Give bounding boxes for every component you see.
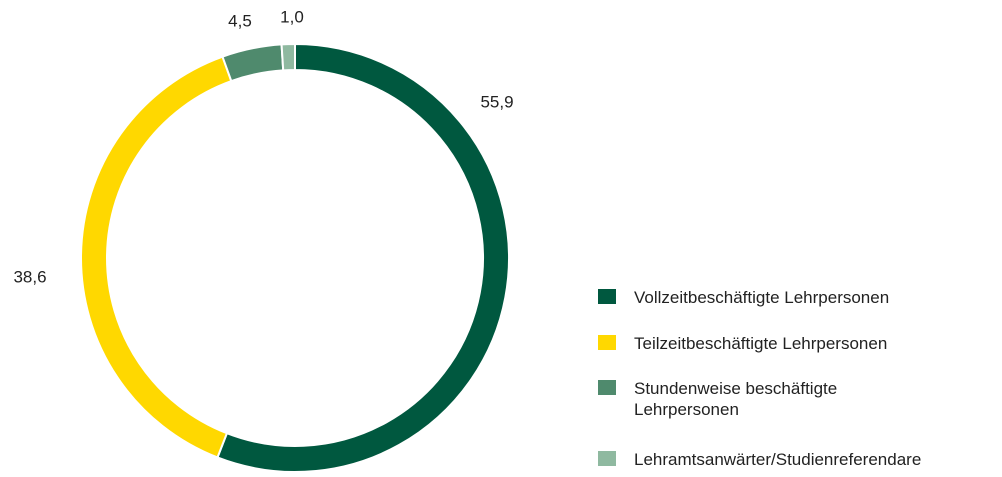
legend-item: Stundenweise beschäftigte Lehrpersonen xyxy=(598,378,998,420)
donut-segment xyxy=(280,42,296,72)
legend-label: Lehramtsanwärter/Studienreferendare xyxy=(634,450,922,469)
data-label: 4,5 xyxy=(228,11,252,30)
legend-item: Teilzeitbeschäftigte Lehrpersonen xyxy=(598,333,998,354)
legend-item: Lehramtsanwärter/Studienreferendare xyxy=(598,449,998,470)
legend-label: Vollzeitbeschäftigte Lehrpersonen xyxy=(634,288,890,307)
legend-swatch xyxy=(598,451,616,466)
donut-segment xyxy=(80,55,233,459)
legend-label: Stundenweise beschäftigte Lehrpersonen xyxy=(634,379,838,419)
legend-item: Vollzeitbeschäftigte Lehrpersonen xyxy=(598,287,998,308)
legend-swatch xyxy=(598,335,616,350)
data-label: 1,0 xyxy=(280,7,304,26)
legend-swatch xyxy=(598,380,616,395)
donut-segment xyxy=(221,43,285,83)
data-label: 38,6 xyxy=(13,267,46,286)
donut-segment xyxy=(216,42,510,473)
legend-label: Teilzeitbeschäftigte Lehrpersonen xyxy=(634,334,888,353)
legend-swatch xyxy=(598,289,616,304)
data-label: 55,9 xyxy=(480,92,513,111)
